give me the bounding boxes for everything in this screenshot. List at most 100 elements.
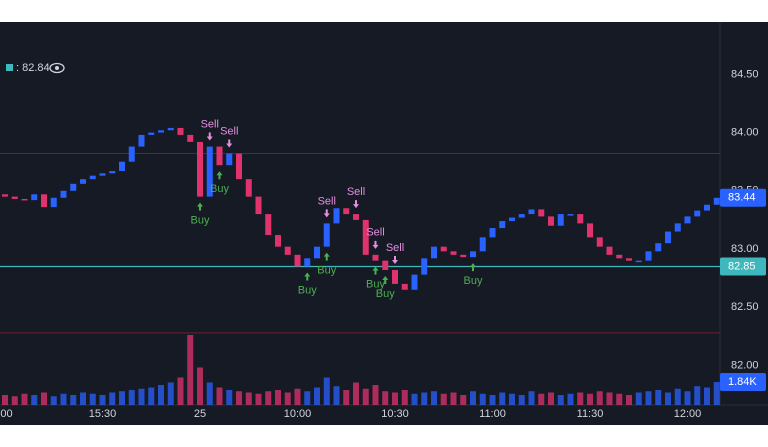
candle bbox=[226, 153, 233, 166]
x-tick-label: 15:30 bbox=[89, 408, 117, 420]
candle bbox=[314, 246, 320, 259]
x-tick-label: 12:00 bbox=[674, 408, 702, 420]
volume-bar bbox=[577, 392, 584, 405]
candle bbox=[41, 194, 47, 208]
candle bbox=[450, 251, 457, 255]
volume-bar bbox=[333, 386, 340, 405]
candle bbox=[401, 283, 408, 290]
candle bbox=[470, 251, 476, 258]
candle bbox=[158, 130, 164, 133]
candle bbox=[626, 258, 632, 261]
volume-bar bbox=[704, 387, 710, 405]
volume-bar bbox=[31, 395, 38, 405]
sell-label: Sell bbox=[386, 242, 404, 254]
sell-arrow bbox=[323, 209, 330, 218]
sell-arrow bbox=[226, 139, 233, 148]
volume-bar bbox=[60, 393, 67, 405]
buy-arrow bbox=[304, 272, 311, 281]
buy-arrow bbox=[323, 252, 330, 261]
x-tick-label: 11:00 bbox=[479, 408, 506, 420]
candle bbox=[518, 214, 525, 218]
sell-label: Sell bbox=[220, 125, 238, 137]
candle bbox=[31, 194, 38, 201]
volume-bar bbox=[382, 391, 389, 405]
buy-arrow bbox=[197, 202, 203, 211]
candle bbox=[704, 204, 710, 211]
volume-bar bbox=[567, 393, 574, 405]
candle bbox=[596, 237, 603, 247]
candle bbox=[382, 260, 389, 270]
volume-bar bbox=[11, 396, 18, 405]
volume-bar bbox=[158, 385, 164, 405]
sell-label: Sell bbox=[318, 195, 336, 207]
volume-bar bbox=[713, 382, 720, 405]
y-tick-label: 82.50 bbox=[731, 301, 759, 313]
candle bbox=[655, 243, 662, 252]
candle bbox=[2, 194, 8, 197]
volume-bar bbox=[2, 395, 8, 405]
sell-arrow bbox=[392, 255, 398, 264]
candle bbox=[577, 214, 584, 224]
volume-bar bbox=[187, 335, 194, 405]
volume-bar bbox=[206, 382, 213, 405]
volume-bar bbox=[284, 392, 291, 405]
volume-bar bbox=[440, 393, 447, 405]
volume-bar bbox=[177, 377, 184, 405]
candle bbox=[138, 134, 145, 147]
volume-bar bbox=[148, 387, 155, 405]
candle bbox=[548, 216, 554, 226]
buy-label: Buy bbox=[317, 265, 336, 277]
candle bbox=[635, 260, 642, 263]
buy-label: Buy bbox=[376, 288, 395, 300]
candle bbox=[119, 161, 125, 172]
volume-bar bbox=[431, 391, 437, 405]
volume-bar bbox=[138, 388, 145, 405]
candle bbox=[255, 196, 262, 215]
buy-arrow bbox=[372, 266, 379, 275]
candle bbox=[645, 251, 652, 261]
volume-bar bbox=[655, 390, 662, 405]
candle bbox=[80, 179, 86, 184]
candle bbox=[304, 258, 311, 267]
candle bbox=[713, 197, 720, 205]
candle bbox=[479, 237, 486, 252]
volume-bar bbox=[226, 390, 233, 405]
buy-label: Buy bbox=[366, 279, 385, 291]
candle bbox=[236, 153, 242, 180]
legend-swatch bbox=[6, 64, 13, 71]
volume-bar bbox=[119, 391, 125, 405]
volume-tag bbox=[720, 373, 766, 391]
volume-bar bbox=[372, 385, 379, 405]
volume-bar bbox=[470, 391, 476, 405]
candle bbox=[411, 274, 418, 290]
sell-arrow bbox=[206, 132, 213, 141]
eye-icon[interactable] bbox=[49, 62, 65, 74]
buy-arrow bbox=[216, 171, 223, 180]
y-tick-label: 84.50 bbox=[731, 68, 759, 80]
volume-bar bbox=[392, 392, 398, 405]
volume-bar bbox=[674, 388, 681, 405]
candle bbox=[665, 231, 671, 244]
candle bbox=[460, 254, 467, 258]
volume-bar bbox=[665, 392, 671, 405]
candle bbox=[109, 171, 116, 174]
volume-bar bbox=[479, 393, 486, 405]
candle bbox=[509, 217, 515, 222]
legend-text: : 82.84 bbox=[16, 62, 50, 74]
candle bbox=[11, 196, 18, 199]
buy-arrow bbox=[470, 263, 476, 272]
candle bbox=[275, 235, 281, 247]
volume-bar bbox=[89, 393, 96, 405]
candle bbox=[167, 127, 174, 131]
candle bbox=[440, 246, 447, 252]
volume-tag-label: 1.84K bbox=[728, 376, 757, 388]
candle bbox=[343, 208, 350, 215]
candle bbox=[538, 209, 545, 217]
volume-bar bbox=[509, 393, 515, 405]
volume-bar bbox=[50, 396, 57, 405]
volume-bar bbox=[538, 393, 545, 405]
x-tick-label: :00 bbox=[0, 408, 13, 420]
volume-bar bbox=[606, 392, 613, 405]
volume-bar bbox=[109, 392, 116, 405]
